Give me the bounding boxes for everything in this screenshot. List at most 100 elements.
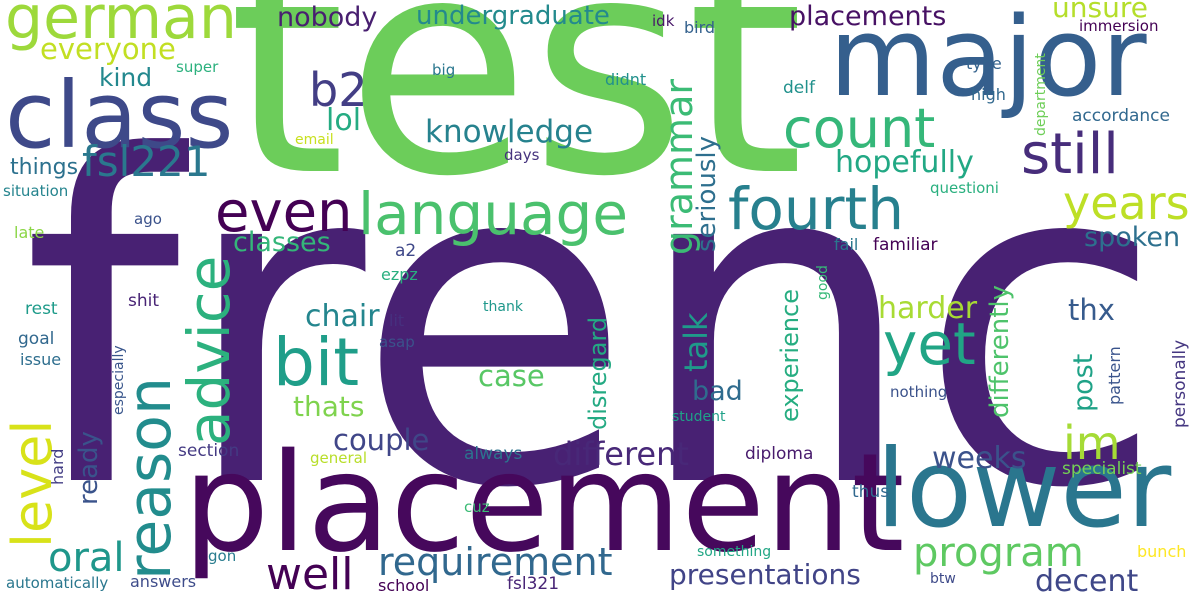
word-email: email bbox=[295, 132, 334, 148]
word-school: school bbox=[378, 576, 430, 595]
word-unsure: unsure bbox=[1052, 0, 1148, 24]
word-a2: a2 bbox=[395, 241, 417, 261]
word-disregard: disregard bbox=[584, 316, 612, 430]
word-thats: thats bbox=[293, 390, 365, 423]
word-well: well bbox=[266, 549, 354, 600]
word-reason: reason bbox=[115, 376, 185, 580]
word-automatically: automatically bbox=[6, 574, 109, 592]
word-ready: ready bbox=[74, 431, 104, 505]
word-undergraduate: undergraduate bbox=[416, 1, 610, 31]
word-requirement: requirement bbox=[378, 540, 613, 584]
word-class: class bbox=[5, 62, 234, 169]
word-immersion: immersion bbox=[1079, 17, 1159, 35]
word-good: good bbox=[815, 265, 831, 300]
word-gon: gon bbox=[208, 547, 237, 565]
word-btw: btw bbox=[930, 571, 956, 587]
word-b2: b2 bbox=[309, 63, 368, 117]
word-student: student bbox=[672, 409, 726, 425]
word-french: french bbox=[22, 63, 1200, 587]
word-big: big bbox=[432, 61, 456, 79]
word-nothing: nothing bbox=[890, 383, 948, 401]
word-bunch: bunch bbox=[1137, 542, 1187, 561]
word-especially: especially bbox=[111, 345, 127, 415]
word-late: late bbox=[14, 223, 45, 242]
word-lit: lit bbox=[389, 311, 405, 330]
word-bird: bird bbox=[684, 18, 716, 37]
word-bad: bad bbox=[692, 376, 743, 407]
word-super: super bbox=[176, 58, 219, 76]
word-delf: delf bbox=[783, 78, 815, 98]
word-specialist: specialist bbox=[1062, 459, 1142, 479]
word-fourth: fourth bbox=[728, 175, 905, 243]
word-bit: bit bbox=[273, 324, 360, 401]
word-lower: lower bbox=[876, 427, 1172, 552]
word-advice: advice bbox=[175, 255, 243, 446]
word-oral: oral bbox=[48, 535, 125, 581]
word-section: section bbox=[178, 441, 240, 461]
word-major: major bbox=[829, 0, 1147, 121]
word-couple: couple bbox=[333, 423, 430, 457]
word-test: test bbox=[228, 0, 805, 242]
word-german: german bbox=[5, 0, 237, 53]
word-didnt: didnt bbox=[605, 70, 647, 89]
word-count: count bbox=[783, 97, 936, 160]
word-nobody: nobody bbox=[277, 2, 378, 33]
word-fail: fail bbox=[834, 235, 859, 254]
word-case: case bbox=[478, 359, 545, 393]
word-pattern: pattern bbox=[1105, 346, 1124, 405]
word-presentations: presentations bbox=[669, 558, 861, 591]
word-chair: chair bbox=[305, 299, 380, 334]
word-idk: idk bbox=[652, 12, 675, 30]
word-everyone: everyone bbox=[40, 32, 176, 66]
word-program: program bbox=[913, 530, 1084, 576]
word-hard: hard bbox=[48, 448, 67, 485]
word-department: department bbox=[1033, 53, 1049, 136]
word-different: different bbox=[553, 435, 689, 473]
word-still: still bbox=[1021, 122, 1119, 187]
word-ezpz: ezpz bbox=[381, 265, 418, 284]
word-fsl321: fsl321 bbox=[507, 574, 560, 594]
word-shit: shit bbox=[128, 291, 160, 311]
word-decent: decent bbox=[1035, 564, 1139, 599]
word-days: days bbox=[504, 146, 540, 164]
word-ago: ago bbox=[134, 210, 162, 228]
word-type: type bbox=[966, 54, 1002, 73]
word-hopefully: hopefully bbox=[835, 145, 974, 180]
word-differently: differently bbox=[985, 284, 1015, 418]
word-seriously: seriously bbox=[692, 136, 722, 252]
word-placement: placement bbox=[183, 425, 905, 583]
word-im: im bbox=[1063, 416, 1121, 470]
word-something: something bbox=[697, 544, 772, 560]
word-general: general bbox=[310, 449, 368, 467]
word-familiar: familiar bbox=[873, 235, 938, 255]
word-goal: goal bbox=[18, 329, 55, 349]
word-cuz: cuz bbox=[464, 498, 490, 516]
word-thx: thx bbox=[1068, 293, 1115, 327]
word-personally: personally bbox=[1170, 339, 1190, 428]
word-questioni: questioni bbox=[930, 179, 999, 197]
word-spoken: spoken bbox=[1084, 222, 1181, 253]
word-situation: situation bbox=[3, 182, 69, 200]
word-yet: yet bbox=[883, 310, 976, 378]
word-thus: thus bbox=[852, 482, 890, 502]
word-things: things bbox=[10, 155, 79, 180]
word-placements: placements bbox=[789, 1, 947, 32]
word-fsl221: fsl221 bbox=[82, 137, 211, 186]
word-high: high bbox=[971, 85, 1006, 104]
word-lol: lol bbox=[326, 103, 362, 138]
word-language: language bbox=[358, 180, 629, 248]
word-knowledge: knowledge bbox=[425, 114, 594, 150]
word-asap: asap bbox=[379, 333, 415, 351]
word-weeks: weeks bbox=[932, 441, 1027, 476]
word-thank: thank bbox=[483, 299, 523, 315]
word-answers: answers bbox=[130, 572, 197, 591]
word-post: post bbox=[1068, 353, 1099, 412]
word-experience: experience bbox=[776, 288, 804, 422]
word-accordance: accordance bbox=[1072, 106, 1170, 126]
word-years: years bbox=[1063, 176, 1190, 230]
word-issue: issue bbox=[20, 350, 62, 369]
word-diploma: diploma bbox=[745, 444, 814, 464]
word-talk: talk bbox=[677, 312, 715, 372]
word-rest: rest bbox=[25, 299, 58, 319]
